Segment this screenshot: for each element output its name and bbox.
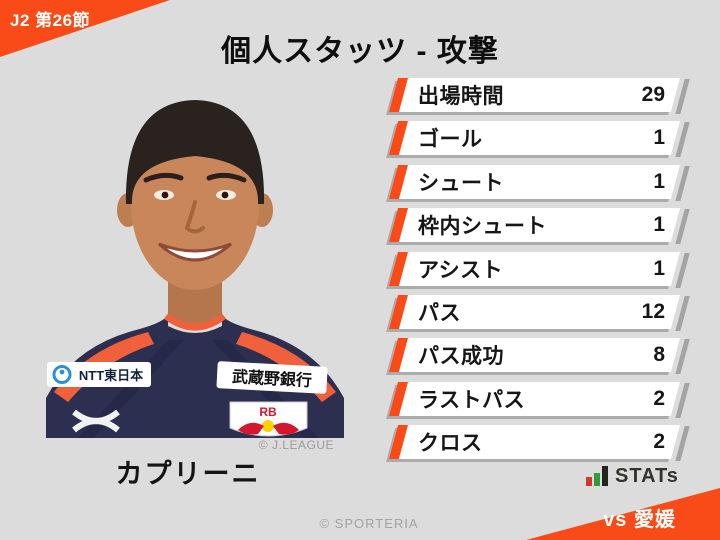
- player-name: カプリーニ: [115, 459, 261, 489]
- stat-value: 2: [653, 386, 665, 410]
- stat-value: 1: [653, 126, 665, 150]
- ribbon-label: J2 第26節: [10, 11, 91, 30]
- stat-label: クロス: [418, 432, 483, 456]
- jersey-sponsor-left-patch: NTT東日本: [47, 362, 151, 387]
- jersey-sponsor-left: NTT東日本: [79, 368, 143, 383]
- player-photo: NTT東日本 武蔵野銀行 RB: [46, 100, 344, 438]
- stat-label: 枠内シュート: [418, 215, 547, 239]
- jersey-crest: RB: [229, 401, 308, 437]
- jersey-sponsor-right-patch: 武蔵野銀行: [216, 361, 328, 394]
- site-credit: © SPORTERIA: [319, 516, 419, 531]
- stat-value: 12: [641, 299, 665, 323]
- stats-list: 出場時間 29 ゴール 1 シュート 1 枠内シュート 1 アシスト: [388, 78, 680, 469]
- stat-row: 出場時間 29: [388, 78, 680, 112]
- stats-logo-text: STATs: [615, 465, 679, 487]
- player-hair: [125, 100, 265, 204]
- stat-label: アシスト: [418, 258, 504, 282]
- stat-value: 1: [653, 256, 665, 280]
- stat-row: アシスト 1: [388, 251, 680, 286]
- stat-row: ゴール 1: [388, 121, 680, 156]
- bar-red: [586, 477, 592, 486]
- player-brow-left: [143, 172, 184, 183]
- stat-row: シュート 1: [388, 164, 680, 199]
- player-pupil-left: [161, 191, 169, 199]
- jersey-sponsor-right: 武蔵野銀行: [232, 367, 313, 390]
- stat-label: ゴール: [418, 128, 483, 152]
- player-brow-right: [206, 172, 247, 183]
- stat-value: 29: [641, 83, 665, 106]
- stat-value: 1: [653, 169, 665, 193]
- page-title: 個人スタッツ - 攻撃: [221, 35, 499, 68]
- stat-label: ラストパス: [418, 388, 526, 412]
- stat-row: パス 12: [388, 294, 680, 329]
- stat-row: パス成功 8: [388, 338, 680, 373]
- matchup-label: vs 愛媛: [603, 509, 676, 531]
- stat-value: 2: [653, 430, 665, 454]
- player-nose: [184, 200, 205, 234]
- stat-row: 枠内シュート 1: [388, 208, 680, 243]
- bar-dark: [602, 466, 608, 486]
- stat-label: パス: [418, 301, 461, 325]
- player-smile: [158, 242, 232, 262]
- player-pupil-right: [221, 191, 229, 199]
- stats-logo: STATs: [586, 466, 679, 486]
- stat-label: 出場時間: [418, 85, 504, 108]
- stat-label: シュート: [418, 171, 504, 195]
- jersey-collar: [163, 313, 227, 331]
- bar-green: [594, 473, 600, 486]
- stat-row: ラストパス 2: [388, 381, 680, 416]
- photo-credit: © J.LEAGUE: [258, 438, 334, 452]
- stat-row: クロス 2: [388, 425, 680, 460]
- stat-label: パス成功: [418, 345, 504, 369]
- brand-logo-icon: [72, 409, 120, 433]
- bar-chart-icon: [586, 466, 608, 486]
- stat-value: 1: [653, 213, 665, 237]
- stat-value: 8: [653, 343, 665, 367]
- jersey-crest-label: RB: [259, 405, 277, 419]
